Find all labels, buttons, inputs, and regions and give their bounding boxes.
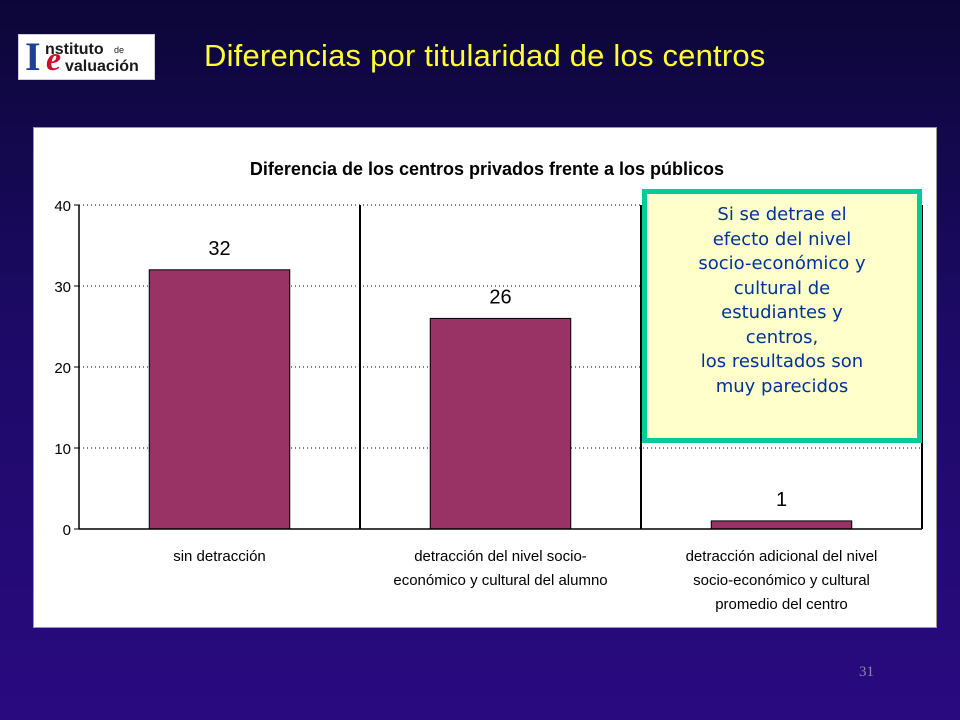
y-tick-label: 0 <box>63 522 71 539</box>
category-label: socio-económico y cultural <box>693 572 870 589</box>
logo-letter-i: I <box>25 34 41 79</box>
category-label: económico y cultural del alumno <box>393 572 607 589</box>
data-label: 26 <box>489 286 511 308</box>
page-number: 31 <box>859 664 874 680</box>
y-tick-label: 40 <box>54 198 71 215</box>
category-label: sin detracción <box>173 548 266 565</box>
logo-text-instituto: nstituto <box>45 41 104 58</box>
bar-chart: Diferencia de los centros privados frent… <box>54 159 923 613</box>
chart-title: Diferencia de los centros privados frent… <box>250 159 724 179</box>
data-label: 1 <box>776 489 787 511</box>
bar-layer <box>148 269 853 530</box>
bar-1 <box>148 269 291 530</box>
logo-letter-e: e <box>46 41 62 78</box>
category-label: detracción del nivel socio- <box>414 548 587 565</box>
label-layer: 0 10 20 30 40 32 sin detracción 26 detracción de… <box>54 198 877 613</box>
logo-text-de: de <box>114 45 125 55</box>
y-tick-label: 20 <box>54 360 71 377</box>
axis-layer <box>74 204 923 530</box>
data-label: 32 <box>208 238 230 260</box>
logo: I nstituto de e valuación <box>18 34 155 80</box>
logo-text-evaluacion: valuación <box>65 58 139 75</box>
slide-title: Diferencias por titularidad de los centr… <box>204 38 766 73</box>
category-label: promedio del centro <box>715 596 848 613</box>
y-tick-label: 10 <box>54 441 71 458</box>
bar-3 <box>710 520 853 530</box>
callout-note: Si se detrae el efecto del nivel socio-e… <box>642 189 922 443</box>
category-label: detracción adicional del nivel <box>686 548 878 565</box>
bar-2 <box>429 317 572 530</box>
y-tick-label: 30 <box>54 279 71 296</box>
